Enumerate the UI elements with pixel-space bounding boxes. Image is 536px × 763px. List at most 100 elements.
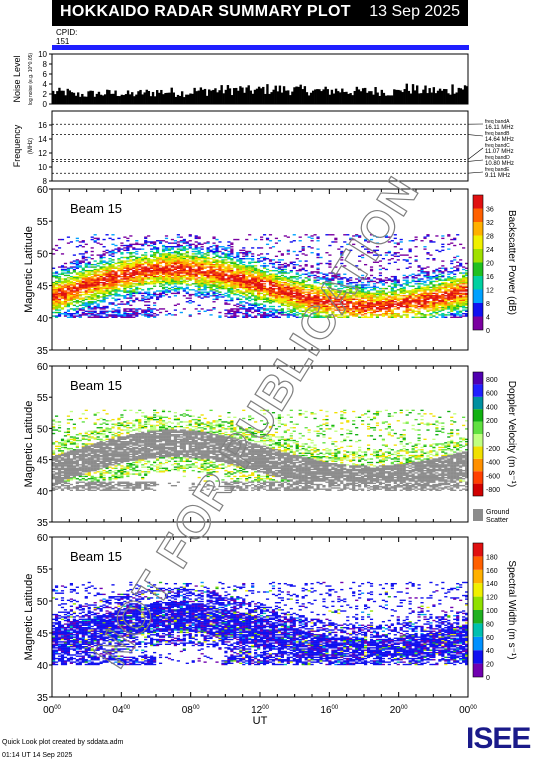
heatmap-cell: [135, 315, 139, 317]
heatmap-cell: [292, 295, 296, 297]
heatmap-cell: [435, 286, 439, 289]
heatmap-cell: [173, 259, 177, 261]
heatmap-cell: [209, 309, 213, 311]
heatmap-cell: [96, 283, 100, 285]
heatmap-cell: [191, 273, 195, 275]
heatmap-cell: [325, 299, 329, 302]
heatmap-cell: [188, 246, 192, 248]
heatmap-cell: [331, 310, 335, 313]
heatmap-cell: [265, 309, 270, 311]
heatmap-cell: [280, 293, 284, 296]
heatmap-cell: [132, 269, 136, 272]
heatmap-cell: [337, 275, 341, 278]
heatmap-cell: [87, 311, 91, 314]
heatmap-cell: [402, 299, 406, 302]
heatmap-cell: [164, 253, 169, 255]
heatmap-cell: [277, 291, 281, 293]
heatmap-cell: [316, 263, 320, 266]
heatmap-cell: [456, 299, 460, 302]
heatmap-cell: [289, 279, 293, 281]
heatmap-cell: [99, 307, 103, 309]
heatmap-cell: [248, 307, 252, 309]
noise-bar: [418, 93, 421, 104]
heatmap-cell: [447, 277, 451, 279]
heatmap-cell: [203, 281, 207, 284]
heatmap-cell: [197, 287, 201, 290]
heatmap-cell: [257, 295, 261, 297]
heatmap-cell: [262, 286, 267, 289]
heatmap-cell: [57, 307, 62, 309]
heatmap-cell: [66, 271, 71, 273]
heatmap-cell: [123, 262, 127, 265]
noise-bar: [191, 93, 194, 104]
noise-bar: [436, 90, 440, 104]
heatmap-cell: [369, 302, 374, 304]
heatmap-cell: [182, 269, 186, 272]
heatmap-cell: [280, 297, 284, 299]
noise-ytick-label: 4: [43, 80, 48, 89]
heatmap-cell: [132, 289, 136, 291]
heatmap-cell: [274, 281, 279, 284]
heatmap-cell: [147, 289, 151, 291]
heatmap-cell: [340, 250, 344, 253]
heatmap-cell: [75, 296, 79, 298]
heatmap-cell: [375, 304, 380, 307]
heatmap-cell: [325, 283, 329, 285]
heatmap-cell: [316, 316, 320, 318]
heatmap-cell: [298, 296, 302, 298]
heatmap-cell: [233, 274, 237, 277]
heatmap-cell: [87, 285, 91, 287]
heatmap-cell: [239, 278, 243, 280]
heatmap-cell: [147, 297, 151, 299]
heatmap-cell: [405, 267, 409, 269]
heatmap-cell: [301, 313, 305, 315]
heatmap-cell: [185, 255, 189, 258]
heatmap-cell: [316, 248, 320, 250]
heatmap-cell: [90, 301, 94, 303]
heatmap-cell: [387, 302, 391, 304]
heatmap-cell: [135, 260, 139, 262]
heatmap-cell: [60, 280, 65, 283]
heatmap-cell: [364, 292, 368, 295]
heatmap-cell: [93, 310, 97, 313]
heatmap-cell: [331, 241, 335, 243]
heatmap-cell: [206, 269, 210, 272]
heatmap-cell: [218, 260, 222, 262]
heatmap-cell: [63, 280, 68, 283]
heatmap-cell: [84, 296, 88, 298]
heatmap-cell: [99, 281, 103, 284]
heatmap-cell: [212, 285, 216, 287]
heatmap-cell: [289, 269, 293, 272]
heatmap-cell: [191, 258, 195, 260]
heatmap-cell: [153, 255, 157, 258]
heatmap-cell: [170, 314, 175, 316]
heatmap-cell: [245, 315, 249, 317]
heatmap-cell: [132, 280, 136, 283]
heatmap-cell: [144, 309, 148, 311]
colorbar-tick-label: 12: [486, 288, 494, 295]
heatmap-cell: [197, 247, 201, 249]
heatmap-cell: [251, 259, 255, 261]
heatmap-cell: [194, 272, 198, 274]
heatmap-cell: [366, 307, 371, 309]
heatmap-cell: [372, 311, 377, 314]
heatmap-cell: [381, 279, 385, 281]
heatmap-cell: [185, 266, 189, 268]
noise-bar: [284, 90, 288, 104]
heatmap-cell: [316, 253, 320, 255]
heatmap-cell: [233, 256, 237, 259]
heatmap-cell: [78, 283, 82, 285]
heatmap-cell: [334, 241, 338, 243]
heatmap-cell: [331, 303, 335, 305]
heatmap-cell: [408, 302, 412, 304]
heatmap-cell: [108, 310, 112, 313]
heatmap-cell: [69, 291, 73, 293]
heatmap-cell: [102, 284, 106, 286]
heatmap-cell: [245, 278, 249, 280]
heatmap-cell: [239, 285, 243, 287]
heatmap-cell: [453, 313, 457, 315]
heatmap-cell: [164, 247, 169, 249]
heatmap-cell: [230, 272, 234, 274]
heatmap-cell: [66, 303, 71, 305]
noise-ylabel-sub: log noise (e.g. 10^0.05): [28, 53, 34, 105]
